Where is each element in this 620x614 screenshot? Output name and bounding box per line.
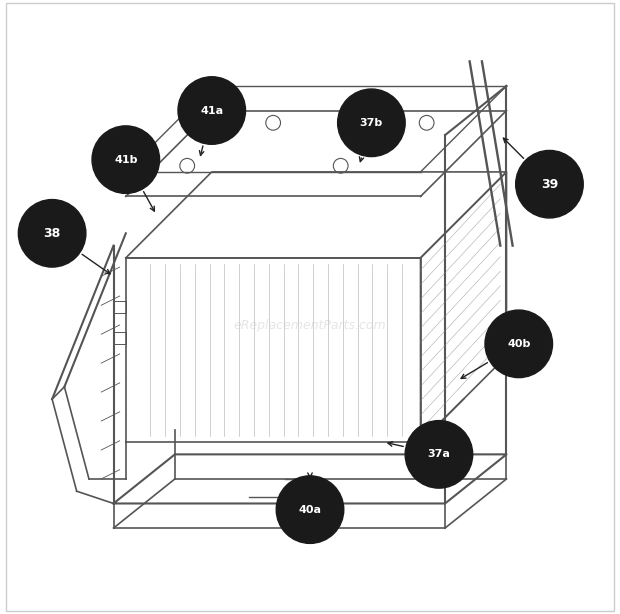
Text: 38: 38 bbox=[43, 227, 61, 240]
Text: 40b: 40b bbox=[507, 339, 531, 349]
Circle shape bbox=[516, 150, 583, 218]
Circle shape bbox=[485, 310, 552, 378]
Circle shape bbox=[178, 77, 246, 144]
Circle shape bbox=[277, 476, 343, 543]
Circle shape bbox=[405, 421, 472, 488]
Text: 39: 39 bbox=[541, 177, 558, 191]
Text: eReplacementParts.com: eReplacementParts.com bbox=[234, 319, 386, 332]
Circle shape bbox=[19, 200, 86, 267]
Circle shape bbox=[338, 89, 405, 157]
Text: 41a: 41a bbox=[200, 106, 223, 115]
Text: 37b: 37b bbox=[360, 118, 383, 128]
Text: 41b: 41b bbox=[114, 155, 138, 165]
Text: 37a: 37a bbox=[428, 449, 450, 459]
Circle shape bbox=[92, 126, 159, 193]
Text: 40a: 40a bbox=[298, 505, 322, 515]
